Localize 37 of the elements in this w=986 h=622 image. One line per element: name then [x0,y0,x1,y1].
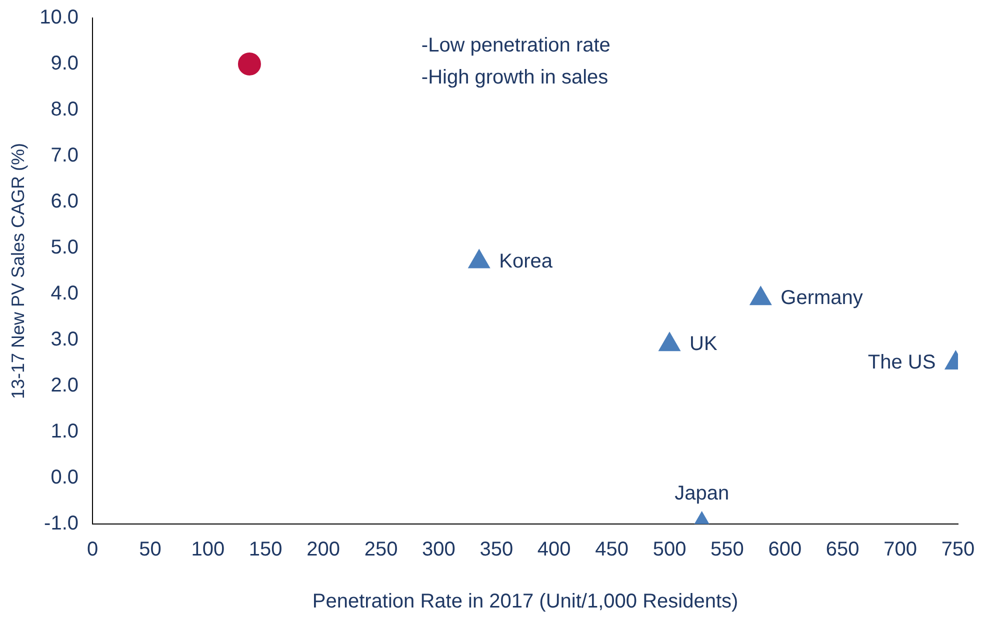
x-tick-label: 500 [652,538,686,561]
x-tick-label: 350 [480,538,514,561]
x-tick-label: 100 [191,538,225,561]
y-tick-label: 10.0 [40,6,79,29]
y-tick-label: 6.0 [50,190,79,213]
x-tick-label: 150 [248,538,282,561]
annotation: -High growth in sales [421,66,608,89]
y-tick-label: 2.0 [50,374,79,397]
annotation: Germany [780,287,863,310]
y-tick-label: 0.0 [50,466,79,489]
x-tick-label: 300 [422,538,456,561]
y-tick-label: 3.0 [50,328,79,351]
x-tick-label: 250 [364,538,398,561]
x-tick-label: 650 [826,538,860,561]
x-tick-label: 200 [306,538,340,561]
annotation: -Low penetration rate [421,34,610,57]
y-tick-label: -1.0 [44,512,79,535]
annotation: Japan [674,482,730,505]
x-tick-label: 700 [884,538,917,561]
y-tick-label: 1.0 [50,420,79,443]
x-tick-label: 750 [941,538,975,561]
x-tick-label: 550 [710,538,744,561]
x-axis-title: Penetration Rate in 2017 (Unit/1,000 Residents) [312,590,738,613]
annotation: Korea [499,250,554,272]
y-tick-label: 8.0 [50,98,79,121]
y-tick-label: 5.0 [50,236,79,259]
y-axis-title: 13-17 New PV Sales CAGR (%) [8,142,28,400]
y-tick-label: 9.0 [50,52,79,75]
annotation: The US [868,352,936,374]
y-tick-label: 4.0 [50,282,79,305]
x-tick-label: 600 [768,538,802,561]
y-tick-label: 7.0 [50,144,79,167]
x-tick-label: 450 [595,538,628,561]
x-tick-label: 400 [537,538,571,561]
x-tick-label: 0 [86,538,98,561]
x-tick-label: 50 [139,538,162,561]
annotation: UK [690,333,718,356]
